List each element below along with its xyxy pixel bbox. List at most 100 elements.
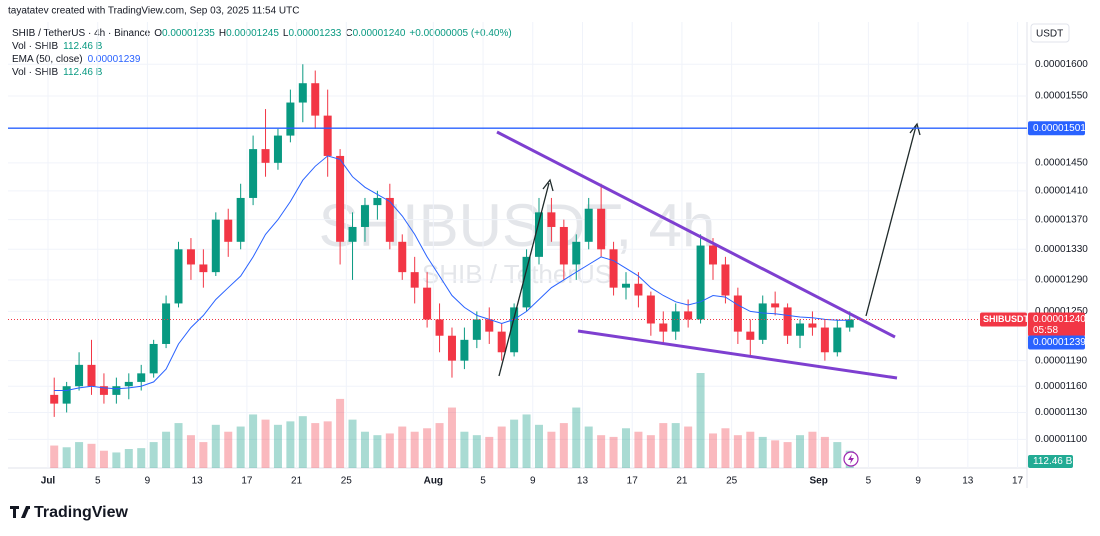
x-tick-label: 9 [915,476,921,487]
candle-body [311,83,320,116]
volume-bar [547,431,556,468]
candle-body [410,272,419,288]
candle-body [758,303,767,340]
volume-bar [497,426,506,468]
volume-bar [211,424,220,468]
volume-bar [137,448,146,468]
volume-bar [385,433,394,468]
watermark-title: SHIBUSDT, 4h [319,192,716,259]
candle-body [733,295,742,332]
ohlc-key: O [154,28,162,39]
indicator-value: 112.46 B [63,67,103,78]
volume-bar [783,442,792,468]
x-tick-label: 5 [480,476,486,487]
volume-bar [423,428,432,468]
ema-badge [1028,335,1085,350]
candle-body [435,319,444,336]
candle-body [696,245,705,320]
ohlc-key: C [345,28,352,39]
wedge-upper [496,130,896,339]
candle-body [771,303,780,308]
candle-body [447,335,456,361]
candle-body [472,319,481,340]
x-tick-label: 13 [192,476,204,487]
candle-body [112,386,121,395]
watermark-subtitle: SHIB / TetherUS [422,259,612,289]
candle-body [99,386,108,395]
candle-body [572,241,581,265]
legend: tayatatev created with TradingView.com, … [8,6,1070,521]
candle-body [833,327,842,353]
volume-bar [609,436,618,468]
y-tick-label: 0.00001160 [1035,381,1088,392]
candle-body [211,219,220,273]
price-line-badge [1028,121,1085,136]
ema-line [54,155,850,391]
volume-bar [534,424,543,468]
candle-body [186,249,195,265]
volume-bar [149,442,158,468]
candle-body [808,323,817,328]
candle-body [460,339,469,361]
volume-bar [597,435,606,468]
x-tick-label: 13 [577,476,589,487]
volume-bar [360,431,369,468]
candle-body [510,307,519,353]
indicator-name: Vol · SHIB [12,67,58,78]
candle-body [261,149,270,163]
volume-bar [584,426,593,468]
x-tick-label: 9 [145,476,151,487]
x-tick-label: 21 [676,476,688,487]
volume-bar [460,431,469,468]
logo: TradingView [34,504,129,521]
candle-body [62,386,71,404]
volume-bar [559,423,568,468]
volume-bar [323,421,332,468]
y-tick-label: 0.00001130 [1035,407,1088,418]
volume-bar [771,440,780,468]
symbol-label: SHIBUSDT [983,314,1030,324]
ohlc-key: H [219,28,226,39]
candle-body [796,323,805,336]
y-tick-label: 0.00001450 [1035,157,1088,168]
candle-body [534,212,543,257]
volume-bar [671,423,680,468]
indicator-value: 0.00001239 [88,54,141,65]
ohlc-value: 0.00001240 [353,28,406,39]
volume-bar [348,419,357,468]
candle-body [348,226,357,242]
drawings [496,122,921,467]
credit: tayatatev created with TradingView.com, … [8,6,299,17]
y-tick-label: 0.00001250 [1035,306,1088,317]
x-tick-label: 9 [530,476,536,487]
candle-body [137,373,146,382]
volume-bar [646,435,655,468]
candle-body [522,256,531,308]
volume-bar [808,431,817,468]
candle-body [547,212,556,227]
volume-bar [186,435,195,468]
logo-icon [10,506,30,518]
candle-body [709,245,718,265]
volume-bar [273,424,282,468]
price-line-label: 0.00001501 [1033,123,1086,134]
candle-body [149,343,158,374]
y-tick-label: 0.00001190 [1035,355,1088,366]
x-tick-label: 17 [241,476,253,487]
x-tick-label: Jul [41,476,56,487]
candle-body [124,381,133,387]
volume-bar [659,423,668,468]
wedge-lower [577,329,898,380]
x-tick-label: 25 [726,476,738,487]
legend-row: EMA (50, close) 0.00001239 [12,54,141,65]
volume-bar [621,428,630,468]
currency-button[interactable] [1030,23,1070,43]
y-tick-label: 0.00001550 [1035,91,1088,102]
volume-bar [410,431,419,468]
x-tick-label: 17 [1012,476,1024,487]
volume-bar [721,428,730,468]
candle-body [162,303,171,344]
volume-bar [249,414,258,468]
